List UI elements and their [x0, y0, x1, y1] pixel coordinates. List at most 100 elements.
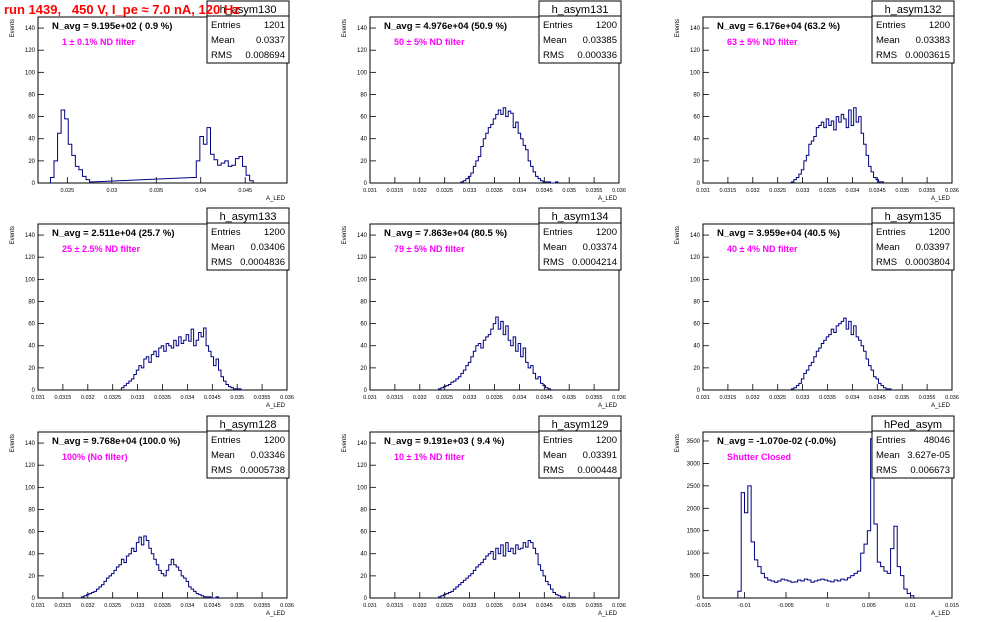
y-tick-label: 20: [693, 159, 700, 165]
y-tick-label: 40: [28, 552, 35, 558]
y-tick-label: 0: [32, 596, 36, 602]
histogram-line: [460, 107, 559, 184]
y-tick-label: 60: [360, 115, 367, 121]
filter-annotation: 10 ± 1% ND filter: [394, 452, 465, 462]
x-axis-label: A_LED: [598, 403, 618, 409]
x-tick-label: 0.0325: [436, 603, 453, 609]
x-tick-label: 0.033: [131, 395, 145, 401]
stats-value: 1200: [264, 227, 285, 238]
y-tick-label: 40: [693, 137, 700, 143]
y-tick-label: 140: [357, 441, 368, 447]
histogram-line: [790, 317, 892, 390]
y-tick-label: 0: [32, 388, 36, 394]
x-tick-label: 0.036: [612, 603, 626, 609]
y-tick-label: 120: [25, 48, 36, 54]
x-tick-label: 0.034: [513, 395, 527, 401]
y-tick-label: 120: [357, 255, 368, 261]
stats-key: Mean: [211, 242, 235, 253]
y-tick-label: 100: [357, 485, 368, 491]
x-axis-label: A_LED: [931, 403, 951, 409]
y-tick-label: 100: [690, 277, 701, 283]
stats-box: [871, 207, 955, 271]
y-tick-label: 20: [360, 159, 367, 165]
x-tick-label: 0.035: [895, 188, 909, 194]
stats-key: RMS: [543, 50, 564, 61]
stats-value: 1200: [596, 435, 617, 446]
y-axis-label: Events: [675, 19, 681, 37]
x-tick-label: 0.0335: [486, 603, 503, 609]
stats-key: RMS: [543, 465, 564, 476]
x-tick-label: 0.0355: [919, 395, 936, 401]
y-tick-label: 100: [25, 277, 36, 283]
navg-label: N_avg = 9.768e+04 (100.0 %): [52, 436, 180, 447]
stats-key: RMS: [211, 465, 232, 476]
x-tick-label: 0.032: [413, 188, 427, 194]
page-title: run 1439, 450 V, I_pe ≈ 7.0 nA, 120 Hz: [4, 2, 240, 17]
y-tick-label: 80: [360, 299, 367, 305]
stats-key: Mean: [876, 242, 900, 253]
stats-key: Mean: [543, 35, 567, 46]
histogram-line: [81, 535, 220, 599]
stats-value: 0.03383: [916, 35, 950, 46]
x-tick-label: -0.01: [738, 603, 751, 609]
x-tick-label: 0.036: [612, 188, 626, 194]
y-tick-label: 1000: [687, 551, 701, 557]
y-tick-label: 0: [364, 181, 368, 187]
x-tick-label: 0.0325: [104, 395, 121, 401]
x-tick-label: 0.032: [746, 188, 760, 194]
stats-key: Mean: [211, 450, 235, 461]
x-axis-label: A_LED: [266, 196, 286, 202]
y-tick-label: 20: [693, 366, 700, 372]
x-tick-label: 0.01: [905, 603, 916, 609]
stats-key: Mean: [543, 450, 567, 461]
x-tick-label: 0.0335: [486, 395, 503, 401]
stats-key: RMS: [876, 465, 897, 476]
filter-annotation: Shutter Closed: [727, 452, 791, 462]
x-tick-label: 0.0325: [769, 395, 786, 401]
stats-box: [871, 415, 955, 479]
y-tick-label: 120: [25, 463, 36, 469]
y-tick-label: 20: [28, 574, 35, 580]
stats-value: 0.03374: [583, 242, 617, 253]
x-tick-label: 0.0315: [719, 395, 736, 401]
stats-value: 1200: [929, 227, 950, 238]
histogram-panel: 0 20 40 60 80 100 120 140 0.031 0.0315 0.032 0.0325…: [342, 207, 626, 409]
x-tick-label: 0.036: [612, 395, 626, 401]
x-tick-label: 0.0325: [436, 395, 453, 401]
histogram-panel: 0 20 40 60 80 100 120 140 0.031 0.0315 0.032 0.0325…: [675, 0, 959, 202]
stats-value: 0.0337: [256, 35, 285, 46]
x-tick-label: 0.0335: [154, 395, 171, 401]
stats-value: 3.627e-05: [907, 450, 950, 461]
x-tick-label: 0.0345: [869, 188, 886, 194]
x-tick-label: 0.035: [562, 188, 576, 194]
y-tick-label: 80: [28, 299, 35, 305]
y-tick-label: 0: [364, 596, 368, 602]
x-tick-label: 0.0315: [386, 603, 403, 609]
x-tick-label: 0.025: [60, 188, 74, 194]
x-tick-label: -0.015: [695, 603, 711, 609]
histogram-panel: 0 20 40 60 80 100 120 140 0.031 0.0315 0.032 0.0325…: [10, 415, 294, 617]
y-tick-label: 80: [28, 92, 35, 98]
stats-key: Mean: [876, 35, 900, 46]
stats-value: 0.03385: [583, 35, 617, 46]
stats-key: RMS: [543, 257, 564, 268]
y-axis-label: Events: [342, 19, 348, 37]
x-tick-label: 0.033: [796, 188, 810, 194]
stats-key: Entries: [876, 435, 906, 446]
y-tick-label: 0: [697, 388, 701, 394]
x-tick-label: 0.031: [363, 188, 377, 194]
x-tick-label: 0.034: [181, 603, 195, 609]
y-tick-label: 40: [360, 552, 367, 558]
x-tick-label: 0.0315: [386, 188, 403, 194]
y-tick-label: 140: [25, 233, 36, 239]
y-tick-label: 2500: [687, 484, 701, 490]
histogram-panel: 0 20 40 60 80 100 120 140 0.031 0.0315 0.032 0.0325…: [675, 207, 959, 409]
y-axis-label: Events: [10, 19, 16, 37]
filter-annotation: 100% (No filter): [62, 452, 128, 462]
x-tick-label: 0.0345: [536, 188, 553, 194]
x-tick-label: 0.031: [696, 395, 710, 401]
x-tick-label: 0.035: [562, 603, 576, 609]
x-tick-label: 0.031: [696, 188, 710, 194]
x-tick-label: 0.031: [31, 395, 45, 401]
